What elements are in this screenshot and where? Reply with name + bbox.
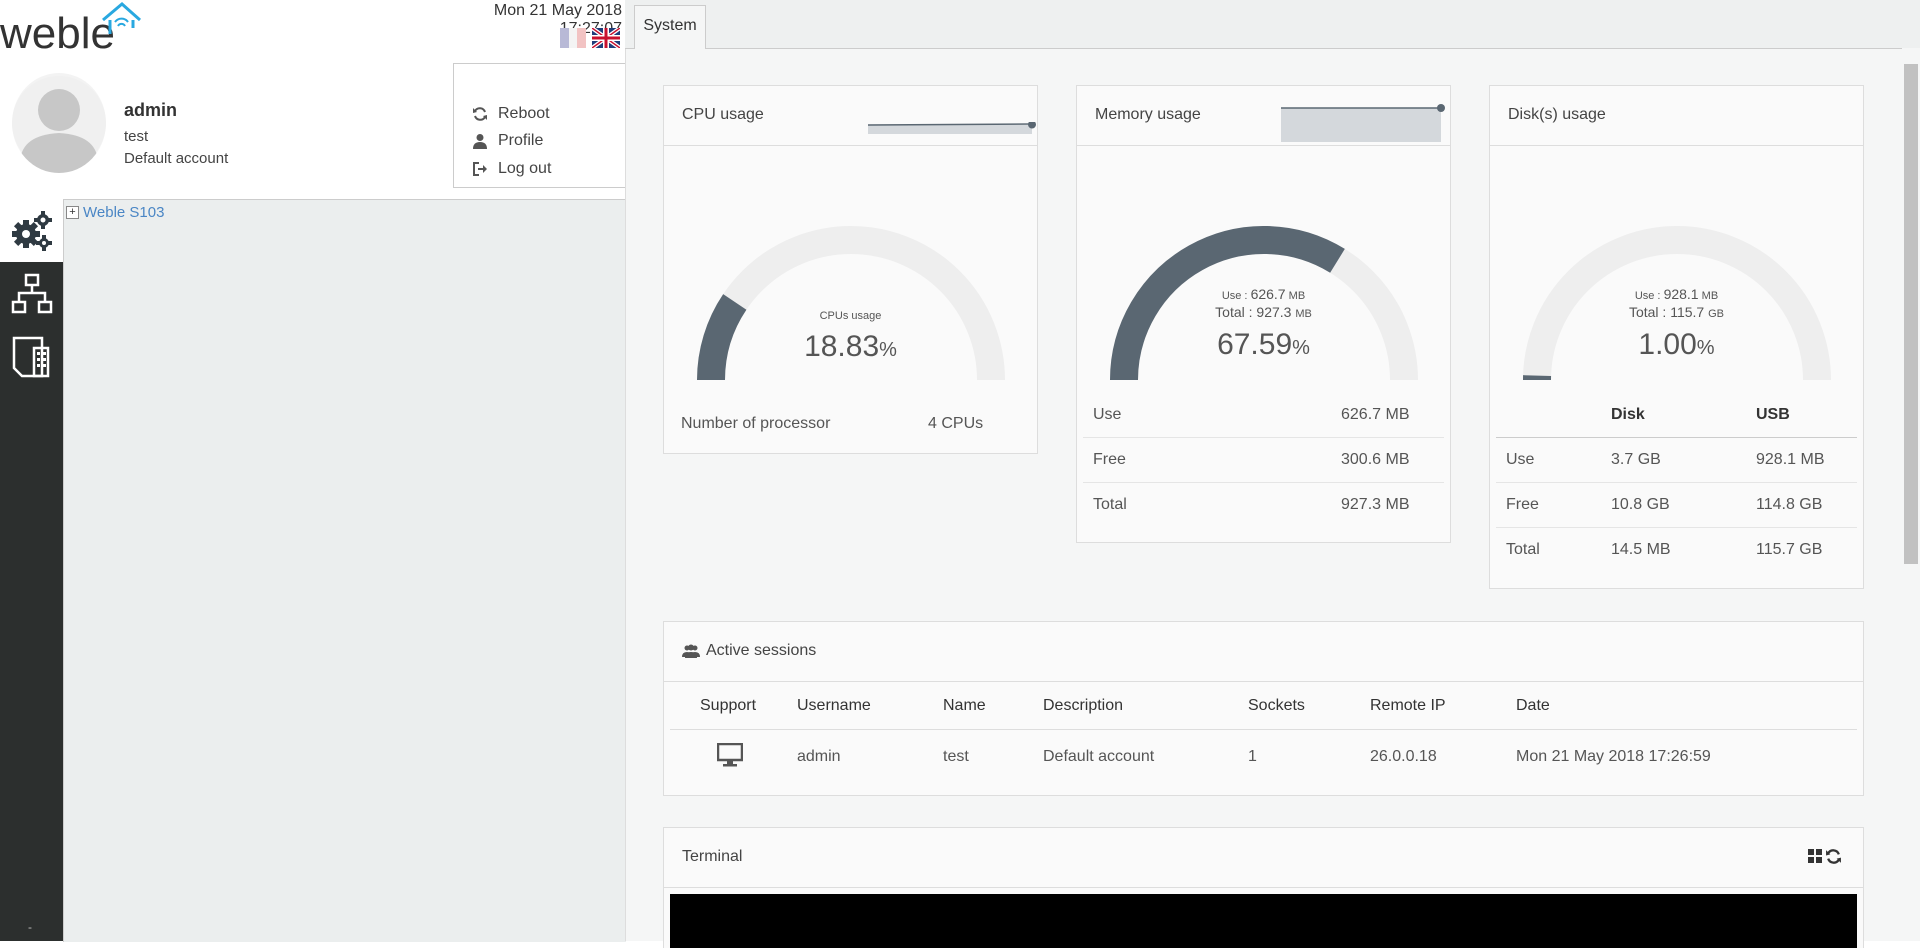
memory-panel-title: Memory usage xyxy=(1095,106,1201,124)
col-sockets: Sockets xyxy=(1248,683,1370,730)
memory-sparkline xyxy=(1281,104,1451,142)
terminal-panel-header: Terminal xyxy=(664,828,1863,888)
col-date: Date xyxy=(1516,683,1857,730)
user-icon xyxy=(472,133,488,149)
memory-gauge-value: 67.59% xyxy=(1077,328,1450,362)
disk-gauge-value: 1.00% xyxy=(1490,328,1863,362)
cpu-panel-title: CPU usage xyxy=(682,106,764,124)
uk-flag-icon[interactable] xyxy=(592,28,620,48)
memory-panel: Memory usage Use : 626.7 MB Total : 927.… xyxy=(1076,85,1451,543)
user-avatar-icon xyxy=(12,73,106,173)
terminal-screen[interactable] xyxy=(670,894,1857,948)
avatar xyxy=(12,73,106,173)
sessions-panel: Active sessions Support Username Name De… xyxy=(663,621,1864,796)
logout-label: Log out xyxy=(498,160,551,178)
reboot-label: Reboot xyxy=(498,105,550,123)
sidebar: - xyxy=(0,262,63,941)
grid-icon[interactable] xyxy=(1807,848,1823,864)
network-icon[interactable] xyxy=(10,272,54,316)
cpu-gauge-value: 18.83% xyxy=(664,330,1037,364)
col-description: Description xyxy=(1043,683,1248,730)
session-description: Default account xyxy=(1043,730,1248,785)
weble-logo: weble xyxy=(0,0,145,60)
terminal-panel: Terminal xyxy=(663,827,1864,948)
gears-icon xyxy=(10,208,54,252)
disk-panel-title: Disk(s) usage xyxy=(1508,106,1606,124)
memory-gauge-total: Total : 927.3 MB xyxy=(1077,304,1450,320)
terminal-refresh-icon[interactable] xyxy=(1825,848,1842,865)
cpu-gauge-caption: CPUs usage xyxy=(664,310,1037,322)
reboot-menu-item[interactable]: Reboot xyxy=(472,105,550,123)
disk-table-header: Disk USB xyxy=(1496,393,1857,438)
users-icon xyxy=(682,644,700,658)
logout-menu-item[interactable]: Log out xyxy=(472,160,551,178)
processor-label: Number of processor xyxy=(681,415,830,433)
user-description: Default account xyxy=(124,150,228,167)
session-remote-ip: 26.0.0.18 xyxy=(1370,730,1516,785)
tree-node-label[interactable]: Weble S103 xyxy=(83,204,164,221)
language-flags xyxy=(560,28,622,50)
tree-node-weble-s103[interactable]: + Weble S103 xyxy=(66,204,164,221)
session-date: Mon 21 May 2018 17:26:59 xyxy=(1516,730,1857,785)
col-username: Username xyxy=(797,683,943,730)
profile-menu-item[interactable]: Profile xyxy=(472,132,543,150)
disk-panel-header: Disk(s) usage xyxy=(1490,86,1863,146)
french-flag-icon[interactable] xyxy=(560,28,586,48)
tab-system[interactable]: System xyxy=(634,5,706,49)
session-username: admin xyxy=(797,730,943,785)
profile-label: Profile xyxy=(498,132,543,150)
cpu-panel: CPU usage CPUs usage 18.83% Number of pr… xyxy=(663,85,1038,454)
terminal-panel-title: Terminal xyxy=(682,848,742,866)
logo-text: weble xyxy=(0,9,115,58)
disk-panel: Disk(s) usage Use : 928.1 MB Total : 115… xyxy=(1489,85,1864,589)
monitor-icon xyxy=(717,743,743,767)
logout-icon xyxy=(472,161,488,177)
sidebar-active-item[interactable] xyxy=(0,200,63,262)
memory-panel-header: Memory usage xyxy=(1077,86,1450,146)
sidebar-bottom-text: - xyxy=(28,920,32,934)
sessions-panel-header: Active sessions xyxy=(664,622,1863,682)
col-support: Support xyxy=(670,683,797,730)
device-tree-pane xyxy=(63,199,626,942)
refresh-icon xyxy=(472,106,488,122)
sessions-table: Support Username Name Description Socket… xyxy=(670,683,1857,784)
building-icon[interactable] xyxy=(10,334,54,378)
session-name: test xyxy=(943,730,1043,785)
user-login: test xyxy=(124,128,148,145)
processor-value: 4 CPUs xyxy=(928,415,983,433)
session-sockets: 1 xyxy=(1248,730,1370,785)
col-name: Name xyxy=(943,683,1043,730)
tab-bar xyxy=(625,0,1920,49)
disk-gauge-use: Use : 928.1 MB xyxy=(1490,286,1863,302)
scrollbar-thumb[interactable] xyxy=(1904,64,1918,564)
sessions-table-header: Support Username Name Description Socket… xyxy=(670,683,1857,730)
cpu-sparkline xyxy=(868,122,1038,136)
table-row: admin test Default account 1 26.0.0.18 M… xyxy=(670,730,1857,785)
tree-expand-icon[interactable]: + xyxy=(66,206,79,219)
memory-gauge-use: Use : 626.7 MB xyxy=(1077,286,1450,302)
user-name: admin xyxy=(124,100,177,121)
cpu-panel-header: CPU usage xyxy=(664,86,1037,146)
sessions-panel-title: Active sessions xyxy=(706,642,816,660)
col-remote-ip: Remote IP xyxy=(1370,683,1516,730)
user-menu: Reboot Profile Log out xyxy=(453,63,626,188)
disk-gauge-total: Total : 115.7 GB xyxy=(1490,304,1863,320)
